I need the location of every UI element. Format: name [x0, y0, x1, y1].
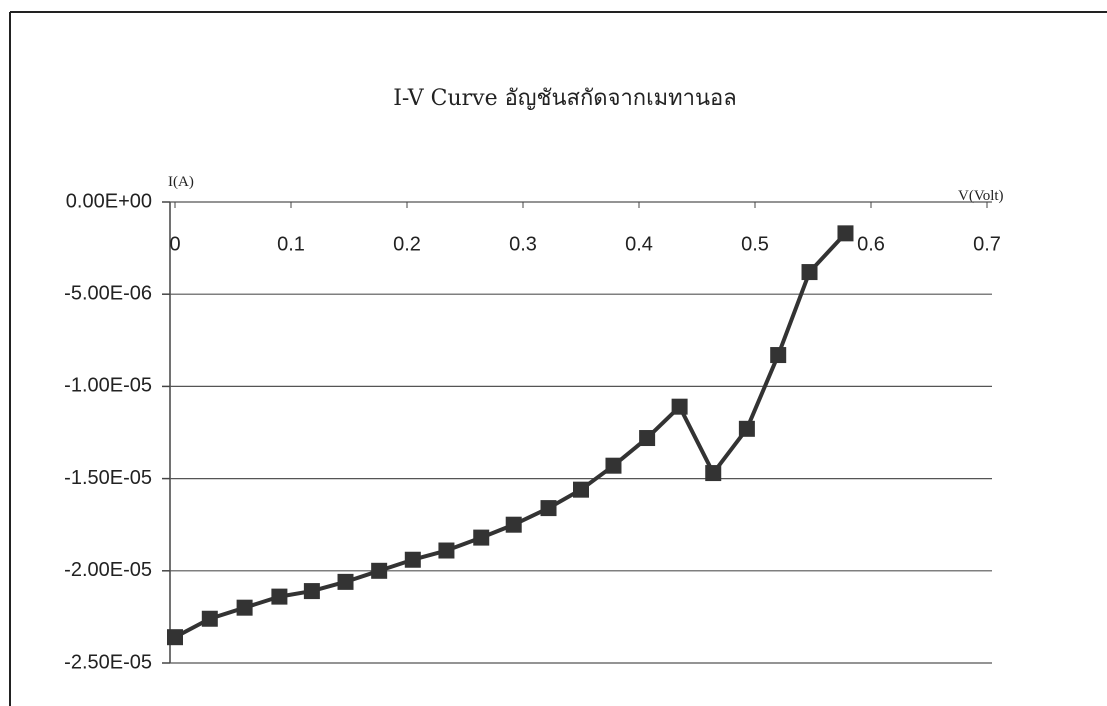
data-point — [201, 610, 218, 627]
x-tick-label: 0.1 — [277, 233, 305, 255]
data-point — [705, 465, 722, 482]
data-point — [801, 264, 818, 281]
data-point — [404, 551, 421, 568]
y-axis-label: I(A) — [168, 174, 194, 190]
y-tick-label: 0.00E+00 — [66, 190, 152, 212]
y-tick-label: -1.50E-05 — [64, 467, 152, 489]
y-tick-label: -1.00E-05 — [64, 375, 152, 397]
x-tick-label: 0 — [169, 233, 180, 255]
data-point — [573, 481, 589, 498]
data-point — [167, 629, 183, 646]
x-tick-label: 0.7 — [973, 233, 1001, 255]
data-point — [605, 457, 622, 474]
x-tick-label: 0.2 — [393, 233, 421, 255]
data-point — [473, 529, 490, 546]
data-point — [671, 398, 688, 415]
data-point — [371, 562, 388, 579]
data-point — [271, 588, 288, 605]
chart-title: I-V Curve อัญชันสกัดจากเมทานอล — [393, 86, 737, 111]
data-point — [303, 583, 320, 600]
data-point — [236, 599, 253, 616]
x-tick-label: 0.3 — [509, 233, 537, 255]
data-point — [540, 500, 557, 517]
y-tick-label: -5.00E-06 — [64, 282, 152, 304]
data-point — [337, 573, 354, 590]
data-point — [837, 225, 854, 242]
x-tick-label: 0.5 — [741, 233, 769, 255]
data-point — [770, 347, 787, 364]
x-axis-label: V(Volt) — [958, 188, 1004, 204]
data-point — [438, 542, 455, 559]
data-point — [505, 516, 522, 533]
x-tick-label: 0.4 — [625, 233, 653, 255]
y-tick-label: -2.50E-05 — [64, 651, 152, 673]
data-point — [639, 430, 656, 447]
y-tick-label: -2.00E-05 — [64, 559, 152, 581]
data-point — [738, 420, 755, 437]
x-tick-label: 0.6 — [857, 233, 885, 255]
